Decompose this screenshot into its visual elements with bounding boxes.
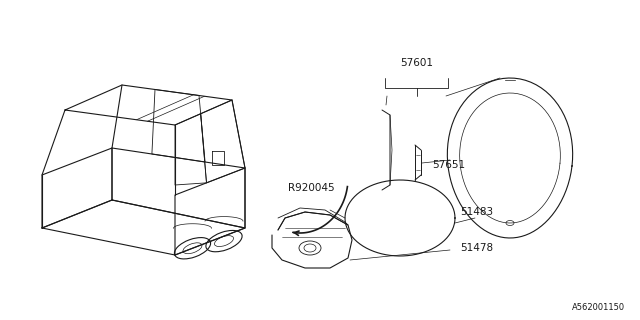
Text: 51483: 51483 <box>460 207 493 217</box>
Text: 51478: 51478 <box>460 243 493 253</box>
Text: 57651: 57651 <box>432 160 465 170</box>
Text: A562001150: A562001150 <box>572 303 625 312</box>
Text: R920045: R920045 <box>289 183 335 193</box>
Text: 57601: 57601 <box>401 58 433 68</box>
